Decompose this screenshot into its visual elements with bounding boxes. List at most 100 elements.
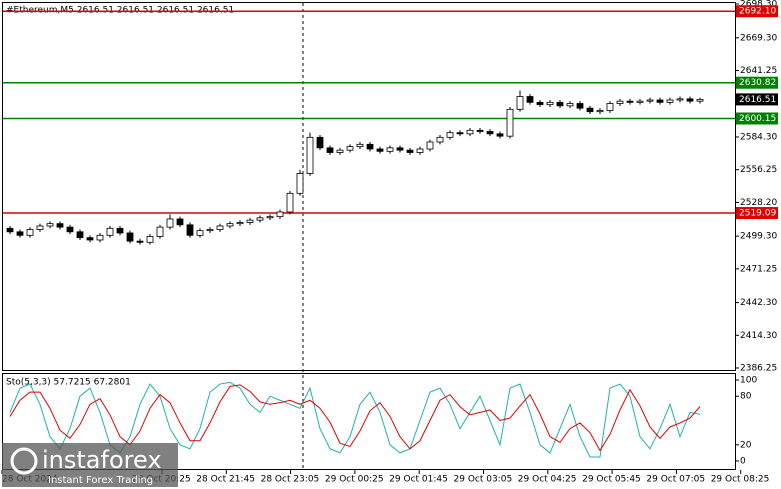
level-box: [736, 5, 778, 18]
candle-body: [246, 219, 254, 223]
candle-body: [346, 146, 354, 151]
candle-body: [476, 129, 484, 132]
candle-body: [236, 222, 244, 225]
candle-body: [206, 229, 214, 232]
candle-body: [586, 107, 594, 113]
candle-body: [656, 99, 664, 103]
candle-body: [16, 231, 24, 236]
candle-body: [466, 129, 474, 135]
stoch-title: Sto(5,3,3) 57.7215 67.2801: [6, 378, 131, 388]
candle-body: [256, 217, 264, 221]
candle-body: [626, 100, 634, 103]
candle-body: [506, 108, 514, 137]
candle-body: [636, 100, 644, 103]
candle-body: [456, 132, 464, 135]
x-tick-label: 29 Oct 07:05: [646, 475, 705, 485]
y-tick-label: 2698.30: [740, 0, 777, 10]
candle-body: [536, 101, 544, 106]
candle-body: [436, 136, 444, 143]
candle-body: [576, 103, 584, 109]
x-tick-label: 29 Oct 03:05: [454, 475, 513, 485]
candle-body: [336, 149, 344, 153]
y-tick-label: 80: [740, 392, 752, 402]
y-tick-label: 100: [740, 376, 757, 386]
candle-body: [286, 192, 294, 213]
candle-body: [606, 103, 614, 111]
y-tick-label: 2669.30: [740, 33, 777, 43]
candle-body: [566, 103, 574, 107]
watermark-tagline: Instant Forex Trading: [48, 475, 153, 486]
x-tick-label: 29 Oct 01:45: [389, 475, 448, 485]
candle-body: [316, 136, 324, 149]
candle-body: [36, 225, 44, 230]
candle-body: [386, 147, 394, 152]
candle-body: [446, 132, 454, 138]
y-tick-label: 0: [740, 457, 746, 467]
price-box: [736, 93, 778, 106]
candle-body: [396, 147, 404, 151]
x-tick-label: 29 Oct 00:25: [325, 475, 384, 485]
candle-body: [56, 223, 64, 228]
candle-body: [176, 218, 184, 226]
candle-body: [646, 99, 654, 102]
candle-body: [196, 230, 204, 236]
y-tick-label: 20: [740, 440, 752, 450]
candle-body: [516, 96, 524, 110]
y-tick-label: 2499.30: [740, 232, 777, 242]
stoch-panel: [2, 373, 736, 470]
candle-body: [486, 131, 494, 135]
candle-body: [616, 100, 624, 104]
x-tick-label: 29 Oct 05:45: [582, 475, 641, 485]
watermark-logo: [10, 447, 38, 475]
x-tick-label: 29 Oct 08:25: [711, 475, 770, 485]
level-label: 2600.15: [739, 114, 776, 124]
candle-body: [26, 229, 34, 236]
candle-body: [136, 240, 144, 243]
main-panel: [2, 2, 736, 371]
x-tick-label: 28 Oct 21:45: [196, 475, 255, 485]
candle-body: [66, 226, 74, 233]
candle-body: [46, 223, 54, 227]
y-tick-label: 2471.25: [740, 264, 777, 274]
level-box: [736, 76, 778, 89]
y-tick-label: 2414.30: [740, 331, 777, 341]
candle-body: [496, 133, 504, 137]
candle-body: [76, 231, 84, 239]
y-tick-label: 2528.20: [740, 198, 777, 208]
x-tick-label: 29 Oct 04:25: [518, 475, 577, 485]
x-tick-label: 28 Oct 23:05: [261, 475, 320, 485]
stoch-line: [9, 384, 701, 452]
candle-body: [696, 99, 704, 102]
y-tick-label: 2442.30: [740, 298, 777, 308]
candle-body: [676, 98, 684, 101]
y-tick-label: 2641.25: [740, 66, 777, 76]
candle-body: [186, 224, 194, 236]
candle-body: [126, 232, 134, 242]
candle-body: [356, 143, 364, 148]
level-label: 2630.82: [739, 78, 776, 88]
candle-body: [96, 234, 104, 241]
candle-body: [326, 147, 334, 153]
candle-body: [266, 216, 274, 219]
candle-body: [146, 236, 154, 243]
candle-body: [6, 227, 14, 233]
candle-body: [156, 226, 164, 237]
candle-body: [216, 225, 224, 230]
candle-body: [86, 237, 94, 241]
y-tick-label: 2556.25: [740, 165, 777, 175]
current-price: 2616.51: [739, 95, 776, 105]
level-label: 2692.10: [739, 7, 776, 17]
level-box: [736, 112, 778, 125]
candle-body: [376, 148, 384, 152]
candle-body: [306, 136, 314, 174]
candle-body: [226, 223, 234, 227]
candle-body: [686, 98, 694, 102]
candle-body: [406, 149, 414, 153]
candle-body: [416, 148, 424, 153]
level-box: [736, 207, 778, 220]
candle-body: [426, 141, 434, 150]
candle-body: [166, 218, 174, 228]
candle-body: [276, 211, 284, 218]
